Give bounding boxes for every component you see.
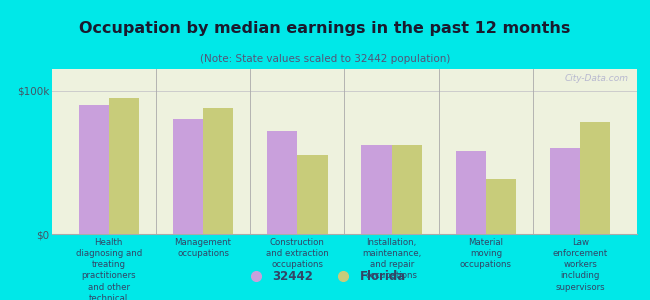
Bar: [267, 131, 297, 234]
Bar: [79, 105, 109, 234]
Bar: [173, 119, 203, 234]
Bar: [203, 108, 233, 234]
Legend: 32442, Florida: 32442, Florida: [240, 266, 410, 288]
Text: (Note: State values scaled to 32442 population): (Note: State values scaled to 32442 popu…: [200, 54, 450, 64]
Bar: [361, 145, 392, 234]
Bar: [456, 151, 486, 234]
Bar: [297, 155, 328, 234]
Bar: [109, 98, 139, 234]
Bar: [550, 148, 580, 234]
Bar: [392, 145, 422, 234]
Text: Occupation by median earnings in the past 12 months: Occupation by median earnings in the pas…: [79, 21, 571, 36]
Bar: [486, 179, 516, 234]
Text: City-Data.com: City-Data.com: [564, 74, 628, 83]
Bar: [580, 122, 610, 234]
